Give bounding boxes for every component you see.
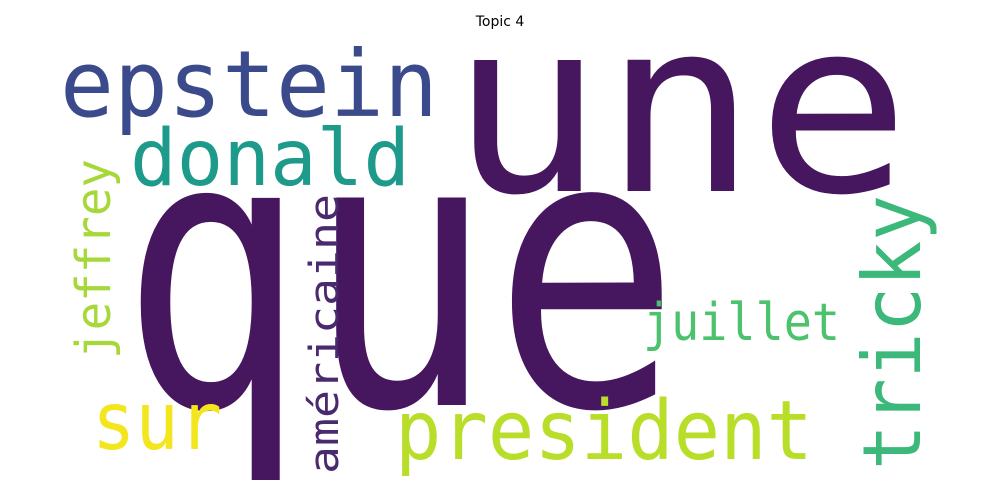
word-cloud: que une epstein donald tricky president … (55, 37, 945, 480)
word-une: une (450, 37, 910, 248)
word-juillet: juillet (643, 293, 840, 353)
word-americaine: américaine (302, 194, 348, 474)
figure-title: Topic 4 (475, 14, 525, 30)
word-epstein: epstein (60, 37, 438, 138)
word-president: president (395, 384, 813, 479)
word-donald: donald (130, 114, 410, 204)
word-jeffrey: jeffrey (66, 159, 122, 359)
word-tricky: tricky (846, 195, 939, 470)
word-que: que (120, 52, 680, 480)
word-sur: sur (92, 375, 222, 468)
